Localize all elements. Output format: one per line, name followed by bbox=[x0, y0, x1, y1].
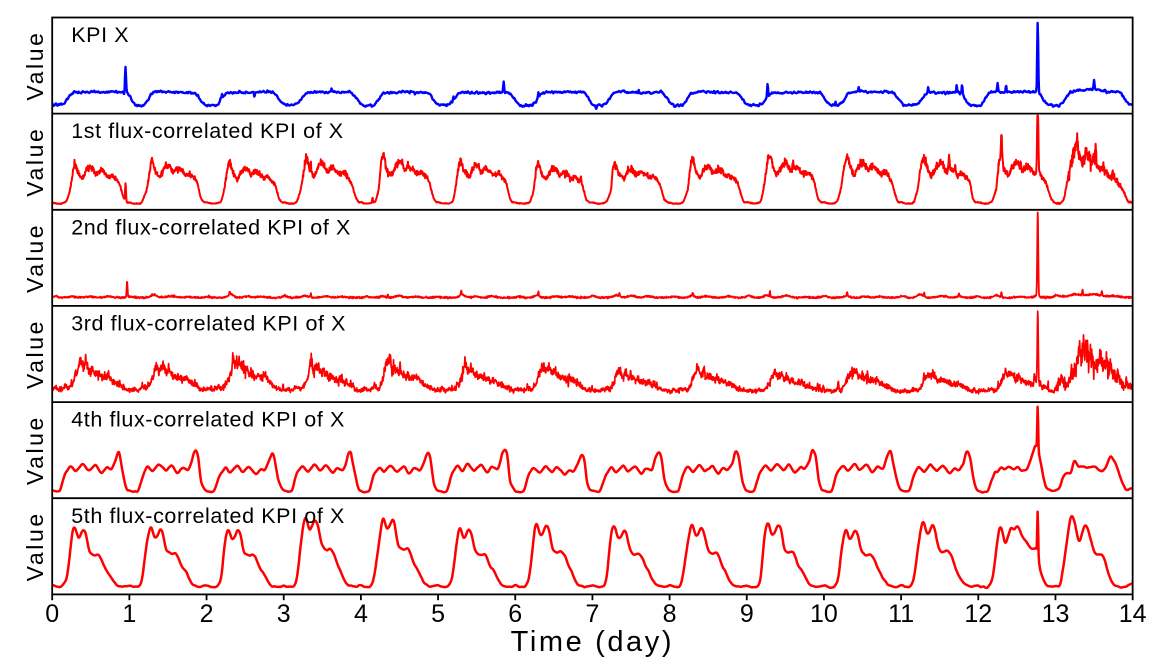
svg-text:Value: Value bbox=[22, 319, 48, 389]
svg-text:1st flux-correlated KPI of X: 1st flux-correlated KPI of X bbox=[71, 119, 344, 143]
svg-text:Value: Value bbox=[22, 415, 48, 485]
svg-text:Value: Value bbox=[22, 511, 48, 581]
svg-text:8: 8 bbox=[663, 600, 677, 628]
svg-text:10: 10 bbox=[810, 600, 838, 628]
svg-text:12: 12 bbox=[964, 600, 992, 628]
svg-text:Value: Value bbox=[22, 127, 48, 197]
svg-text:14: 14 bbox=[1119, 600, 1147, 628]
svg-text:Value: Value bbox=[22, 30, 48, 100]
svg-text:3: 3 bbox=[277, 600, 291, 628]
svg-text:2nd flux-correlated KPI of X: 2nd flux-correlated KPI of X bbox=[71, 215, 351, 239]
svg-text:5: 5 bbox=[431, 600, 445, 628]
svg-text:2: 2 bbox=[200, 600, 214, 628]
svg-text:3rd flux-correlated KPI of X: 3rd flux-correlated KPI of X bbox=[71, 312, 346, 336]
svg-text:0: 0 bbox=[45, 600, 59, 628]
svg-text:Value: Value bbox=[22, 223, 48, 293]
svg-text:1: 1 bbox=[122, 600, 136, 628]
svg-text:KPI X: KPI X bbox=[71, 23, 129, 47]
svg-text:4: 4 bbox=[354, 600, 368, 628]
svg-text:5th flux-correlated KPI of X: 5th flux-correlated KPI of X bbox=[71, 504, 345, 528]
svg-text:4th flux-correlated KPI of X: 4th flux-correlated KPI of X bbox=[71, 408, 345, 432]
svg-text:9: 9 bbox=[740, 600, 754, 628]
svg-text:Time (day): Time (day) bbox=[511, 626, 675, 658]
svg-text:13: 13 bbox=[1042, 600, 1070, 628]
svg-text:11: 11 bbox=[888, 600, 914, 628]
svg-text:6: 6 bbox=[508, 600, 522, 628]
svg-text:7: 7 bbox=[585, 600, 599, 628]
